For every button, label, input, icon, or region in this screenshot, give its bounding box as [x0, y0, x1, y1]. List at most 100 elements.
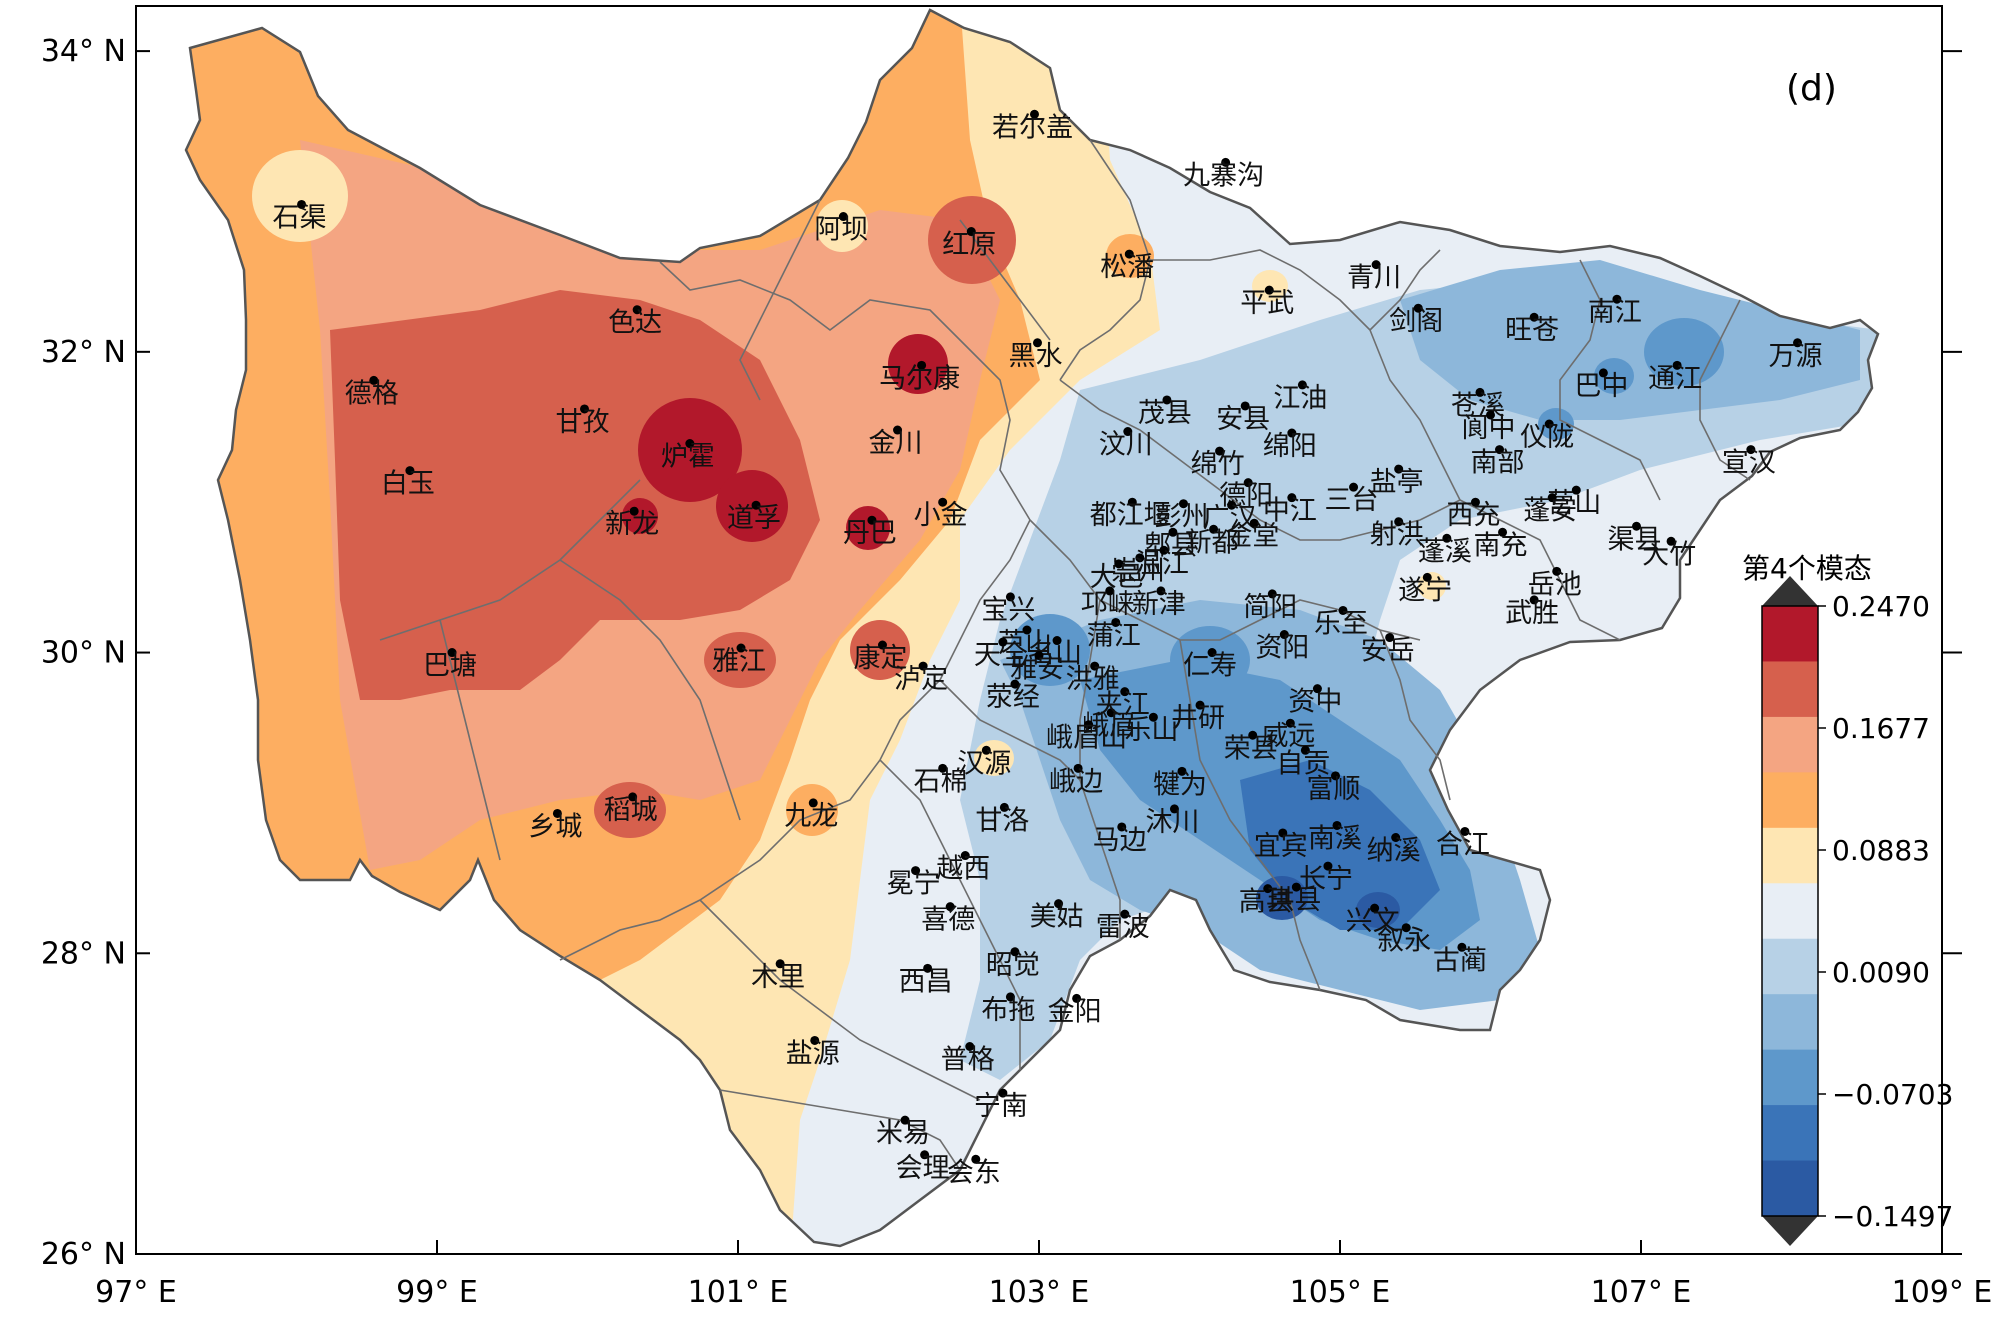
station-marker: [1672, 360, 1682, 370]
prefecture-boundaries: [379, 139, 1751, 1171]
contour-band-northeast: [1400, 260, 1860, 420]
station-label: 盐源: [786, 1038, 840, 1069]
contour-hot-kangding: [850, 620, 910, 680]
station-marker: [1413, 303, 1423, 313]
station-marker: [1394, 464, 1404, 474]
station-marker: [1264, 285, 1274, 295]
station-marker: [1105, 586, 1115, 596]
station-marker: [1547, 493, 1557, 503]
station-marker: [1072, 993, 1082, 1003]
station-label: 三台: [1325, 485, 1379, 516]
colorbar-swatch: [1762, 827, 1818, 884]
station-marker: [552, 808, 562, 818]
colorbar-max-arrow: [1762, 576, 1818, 606]
y-tick-label: 30° N: [41, 636, 126, 671]
station-marker: [1084, 720, 1094, 730]
y-axis-ticks: 34° N 32° N 30° N 28° N 26° N: [41, 34, 1962, 1272]
station-marker: [1470, 497, 1480, 507]
station-marker: [1029, 109, 1039, 119]
station-marker: [1498, 527, 1508, 537]
station-marker: [1221, 157, 1231, 167]
station-marker: [971, 1154, 981, 1164]
station-label: 新都: [1185, 527, 1239, 558]
station-label: 石渠: [273, 202, 327, 233]
station-marker: [1612, 294, 1622, 304]
station-marker: [1370, 903, 1380, 913]
station-marker: [1249, 518, 1259, 528]
station-label: 南江: [1588, 297, 1642, 328]
station-marker: [1323, 861, 1333, 871]
station-marker: [1162, 395, 1172, 405]
station-marker: [1666, 536, 1676, 546]
station-marker: [1300, 745, 1310, 755]
colorbar-swatch: [1762, 1049, 1818, 1106]
colorbar-swatch: [1762, 883, 1818, 940]
station-label: 木里: [751, 962, 805, 993]
station-label: 通江: [1648, 363, 1702, 394]
station-marker: [1442, 533, 1452, 543]
contour-hot-yajiang: [704, 632, 776, 688]
station-marker: [938, 497, 948, 507]
station-marker: [1279, 630, 1289, 640]
station-marker: [1263, 884, 1273, 894]
station-label: 江油: [1273, 383, 1327, 414]
station-marker: [900, 1115, 910, 1125]
station-label: 丹巴: [843, 518, 897, 549]
contour-hot-daocheng: [594, 782, 666, 838]
station-label: 安县: [1216, 404, 1270, 435]
station-marker: [1135, 553, 1145, 563]
station-marker: [1010, 947, 1020, 957]
station-marker: [1312, 684, 1322, 694]
station-marker: [1248, 730, 1258, 740]
station-marker: [1460, 826, 1470, 836]
station-label: 乡城: [528, 811, 582, 842]
station-label: 阿坝: [814, 215, 868, 246]
station-label: 九龙: [784, 801, 838, 832]
station-label: 布拖: [981, 995, 1035, 1026]
station-label: 洪雅: [1066, 664, 1120, 695]
station-label: 合江: [1436, 829, 1490, 860]
contour-core-yilong: [1538, 408, 1574, 440]
station-label: 喜德: [921, 905, 975, 936]
colorbar-swatch: [1762, 772, 1818, 829]
station-marker: [1005, 992, 1015, 1002]
station-label: 九寨沟: [1183, 160, 1264, 191]
colorbar-tick-label: −0.1497: [1832, 1200, 1953, 1233]
station-marker: [1111, 617, 1121, 627]
station-label: 茂县: [1138, 398, 1192, 429]
station-marker: [1120, 687, 1130, 697]
contour-hot-hongyuan: [928, 196, 1016, 284]
station-label: 金堂: [1225, 521, 1279, 552]
station-label: 雅江: [712, 646, 766, 677]
station-marker: [1391, 832, 1401, 842]
station-marker: [1371, 260, 1381, 270]
station-marker: [579, 404, 589, 414]
station-label: 天全: [974, 640, 1028, 671]
station-label: 资阳: [1255, 633, 1309, 664]
station-marker: [808, 798, 818, 808]
station-marker: [1598, 368, 1608, 378]
station-marker: [1385, 633, 1395, 643]
station-label: 中江: [1263, 496, 1317, 527]
station-marker: [405, 466, 415, 476]
station-label: 平武: [1240, 288, 1294, 319]
station-marker: [1422, 572, 1432, 582]
station-label: 遂宁: [1398, 575, 1452, 606]
station-marker: [369, 375, 379, 385]
station-label: 雷波: [1096, 912, 1150, 943]
station-label: 新龙: [605, 509, 659, 540]
station-marker: [1120, 909, 1130, 919]
station-marker: [917, 360, 927, 370]
station-marker: [685, 439, 695, 449]
station-marker: [810, 1035, 820, 1045]
station-label: 荥经: [986, 682, 1040, 713]
station-label: 米易: [876, 1118, 930, 1149]
station-label: 越西: [936, 854, 990, 885]
station-label: 德格: [345, 378, 399, 409]
station-marker: [877, 640, 887, 650]
station-marker: [1117, 822, 1127, 832]
station-marker: [965, 1042, 975, 1052]
station-label: 安岳: [1361, 636, 1415, 667]
station-label: 夹江: [1096, 690, 1150, 721]
x-tick-label: 105° E: [1290, 1275, 1391, 1310]
